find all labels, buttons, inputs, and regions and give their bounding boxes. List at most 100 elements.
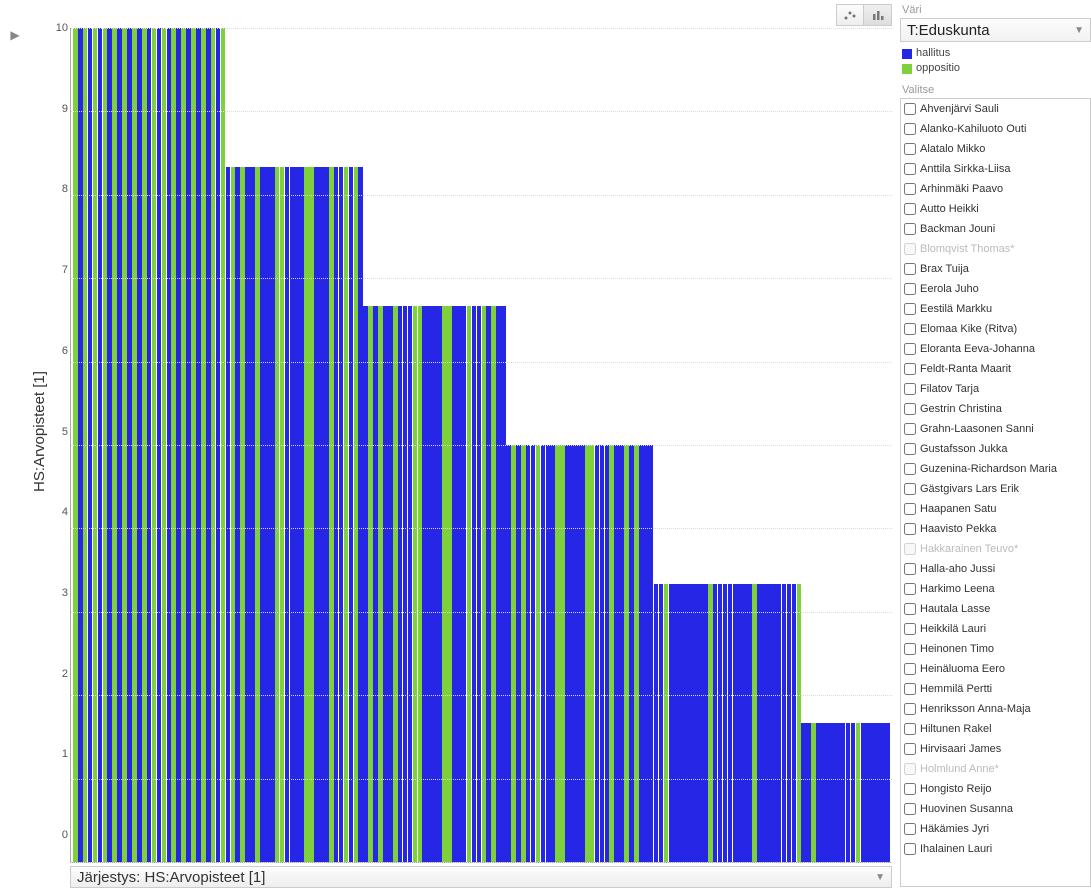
bar[interactable] [299,167,304,862]
bar[interactable] [703,584,708,862]
select-item-checkbox[interactable] [904,443,916,455]
bar[interactable] [673,584,678,862]
select-item[interactable]: Hemmilä Pertti [901,679,1090,699]
select-item-checkbox[interactable] [904,363,916,375]
select-item[interactable]: Hongisto Reijo [901,779,1090,799]
bar[interactable] [752,584,757,862]
bar[interactable] [723,584,728,862]
select-item-checkbox[interactable] [904,703,916,715]
bar[interactable] [861,723,866,862]
select-list[interactable]: Ahvenjärvi SauliAlanko-Kahiluoto OutiAla… [900,98,1091,887]
select-item[interactable]: Heinonen Timo [901,639,1090,659]
select-item[interactable]: Feldt-Ranta Maarit [901,359,1090,379]
bar[interactable] [555,445,560,862]
select-item-checkbox[interactable] [904,523,916,535]
bar[interactable] [678,584,683,862]
select-item-checkbox[interactable] [904,263,916,275]
select-item[interactable]: Huovinen Susanna [901,799,1090,819]
color-selector[interactable]: T:Eduskunta ▼ [900,18,1091,42]
bar[interactable] [570,445,575,862]
bar-view-button[interactable] [864,4,892,26]
select-item-checkbox[interactable] [904,843,916,855]
select-item-checkbox[interactable] [904,683,916,695]
bar[interactable] [511,445,516,862]
select-item-checkbox[interactable] [904,303,916,315]
select-item[interactable]: Eestilä Markku [901,299,1090,319]
bar[interactable] [285,167,290,862]
select-item[interactable]: Ahvenjärvi Sauli [901,99,1090,119]
bar[interactable] [747,584,752,862]
select-item-checkbox[interactable] [904,123,916,135]
bar[interactable] [683,584,688,862]
bar[interactable] [782,584,787,862]
bar[interactable] [644,445,649,862]
select-item-checkbox[interactable] [904,663,916,675]
bar[interactable] [585,445,590,862]
bar[interactable] [762,584,767,862]
bar[interactable] [856,723,861,862]
bar[interactable] [250,167,255,862]
bar[interactable] [240,167,245,862]
bar[interactable] [787,584,792,862]
bar[interactable] [831,723,836,862]
play-button[interactable]: ▶ [10,28,19,42]
bar[interactable] [619,445,624,862]
select-item[interactable]: Gästgivars Lars Erik [901,479,1090,499]
bar[interactable] [344,167,349,862]
bar[interactable] [885,723,890,862]
bar[interactable] [226,167,231,862]
x-axis-selector[interactable]: Järjestys: HS:Arvopisteet [1] ▼ [70,866,892,888]
bar[interactable] [605,445,610,862]
bar[interactable] [275,167,280,862]
select-item[interactable]: Autto Heikki [901,199,1090,219]
select-item-checkbox[interactable] [904,723,916,735]
select-item-checkbox[interactable] [904,343,916,355]
bar[interactable] [358,167,363,862]
select-item-checkbox[interactable] [904,503,916,515]
bar[interactable] [526,445,531,862]
select-item-checkbox[interactable] [904,283,916,295]
bar[interactable] [506,445,511,862]
select-item[interactable]: Hirvisaari James [901,739,1090,759]
bar[interactable] [624,445,629,862]
bar[interactable] [339,167,344,862]
bar[interactable] [309,167,314,862]
bar[interactable] [728,584,733,862]
bar[interactable] [235,167,240,862]
select-item[interactable]: Harkimo Leena [901,579,1090,599]
select-item[interactable]: Henriksson Anna-Maja [901,699,1090,719]
bar[interactable] [550,445,555,862]
bar[interactable] [609,445,614,862]
select-item[interactable]: Eloranta Eeva-Johanna [901,339,1090,359]
select-item-checkbox[interactable] [904,323,916,335]
select-item-checkbox[interactable] [904,783,916,795]
select-item-checkbox[interactable] [904,403,916,415]
bar[interactable] [875,723,880,862]
bar[interactable] [777,584,782,862]
select-item-checkbox[interactable] [904,203,916,215]
select-item-checkbox[interactable] [904,563,916,575]
bar[interactable] [600,445,605,862]
bar[interactable] [595,445,600,862]
bar[interactable] [693,584,698,862]
select-item[interactable]: Haapanen Satu [901,499,1090,519]
bar[interactable] [733,584,738,862]
bar[interactable] [742,584,747,862]
bar[interactable] [718,584,723,862]
bar[interactable] [580,445,585,862]
select-item[interactable]: Haavisto Pekka [901,519,1090,539]
plot-area[interactable] [70,28,892,863]
bar[interactable] [531,445,536,862]
select-item[interactable]: Heinäluoma Eero [901,659,1090,679]
bar[interactable] [245,167,250,862]
bar[interactable] [870,723,875,862]
bar[interactable] [541,445,546,862]
bar[interactable] [836,723,841,862]
bar[interactable] [516,445,521,862]
bar[interactable] [737,584,742,862]
bar[interactable] [294,167,299,862]
select-item[interactable]: Arhinmäki Paavo [901,179,1090,199]
bar[interactable] [231,167,236,862]
bar[interactable] [634,445,639,862]
select-item[interactable]: Guzenina-Richardson Maria [901,459,1090,479]
